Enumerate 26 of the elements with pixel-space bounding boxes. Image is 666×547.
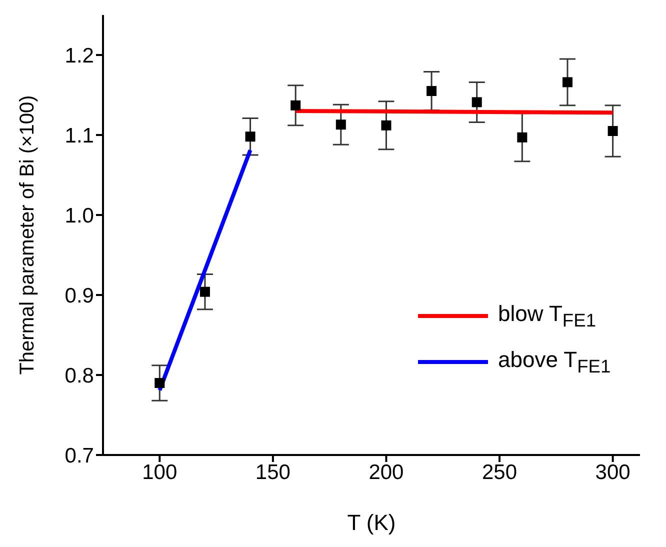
point <box>290 100 301 110</box>
y-tick-label: 0.7 <box>64 444 94 468</box>
y-tick-label: 1.0 <box>64 204 94 228</box>
point <box>426 86 437 96</box>
point <box>245 132 256 142</box>
legend-label: above T$_{FE1}$ <box>498 346 611 378</box>
x-tick-label: 250 <box>482 460 518 484</box>
legend-label: blow T$_{FE1}$ <box>498 300 596 332</box>
y-tick-label: 1.2 <box>64 44 94 68</box>
point <box>154 378 165 388</box>
y-tick-label: 0.8 <box>64 364 94 388</box>
x-tick-label: 300 <box>595 460 630 484</box>
point <box>200 286 210 297</box>
point <box>472 97 482 108</box>
point <box>562 77 572 88</box>
y-axis-title: Thermal parameter of Bi (×100) <box>16 95 38 375</box>
y-tick-label: 1.1 <box>64 124 94 148</box>
x-axis-title: T (K) <box>347 510 396 535</box>
y-tick-label: 0.9 <box>64 284 94 308</box>
x-tick-label: 150 <box>255 460 290 484</box>
point <box>336 120 346 130</box>
point <box>608 126 618 136</box>
point <box>517 132 528 142</box>
point <box>381 120 392 130</box>
x-tick-label: 100 <box>142 460 178 484</box>
x-tick-label: 200 <box>368 460 404 484</box>
